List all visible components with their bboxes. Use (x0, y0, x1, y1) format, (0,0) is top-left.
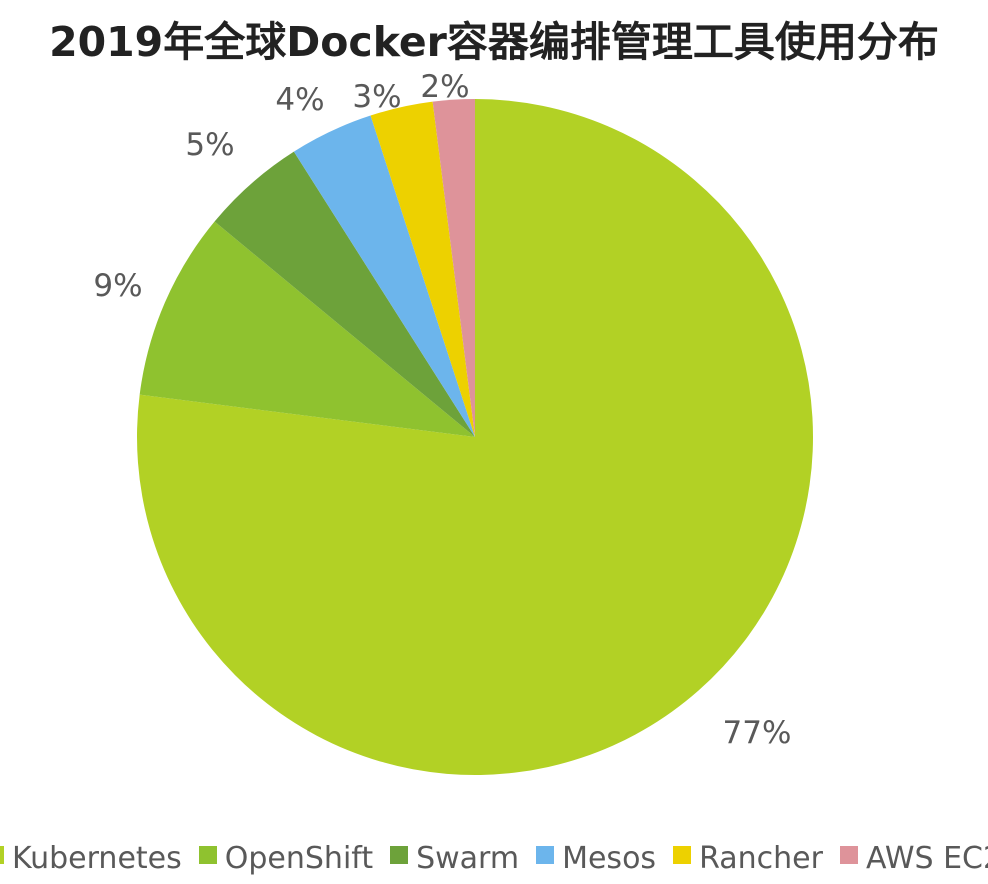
slice-label-kubernetes: 77% (723, 715, 792, 751)
legend-label-mesos: Mesos (562, 841, 657, 876)
pie-slice-rancher (370, 101, 475, 438)
legend-swatch-mesos (536, 845, 555, 864)
legend-swatch-kubernetes (0, 845, 4, 864)
legend-swatch-openshift (198, 845, 217, 864)
pie-slice-aws-ec2 (432, 99, 475, 437)
legend-item-swarm: Swarm (390, 841, 519, 876)
slice-label-openshift: 9% (93, 268, 142, 304)
legend-label-openshift: OpenShift (224, 841, 374, 876)
legend-item-kubernetes: Kubernetes (0, 841, 182, 876)
legend-swatch-aws-ec2 (839, 845, 858, 864)
legend-item-openshift: OpenShift (198, 841, 374, 876)
legend-swatch-rancher (673, 845, 692, 864)
legend-item-rancher: Rancher (673, 841, 823, 876)
legend-label-kubernetes: Kubernetes (11, 841, 182, 876)
slice-label-swarm: 5% (185, 127, 234, 163)
legend: Kubernetes OpenShift Swarm Mesos Rancher AWS … (0, 841, 988, 876)
slice-label-mesos: 4% (275, 82, 324, 118)
slice-label-aws-ec2: 2% (420, 69, 469, 105)
legend-swatch-swarm (390, 845, 409, 864)
chart-title: 2019年全球Docker容器编排管理工具使用分布 (49, 18, 939, 66)
pie-slice-swarm (214, 151, 475, 437)
legend-item-aws-ec2: AWS EC2 (839, 841, 988, 876)
slice-label-rancher: 3% (352, 79, 401, 115)
pie-slice-openshift (139, 221, 476, 437)
legend-label-swarm: Swarm (416, 841, 520, 876)
legend-item-mesos: Mesos (536, 841, 656, 876)
pie-slice-mesos (293, 115, 475, 437)
legend-label-aws-ec2: AWS EC2 (865, 841, 988, 876)
legend-label-rancher: Rancher (699, 841, 823, 876)
pie-slice-kubernetes (137, 99, 814, 775)
